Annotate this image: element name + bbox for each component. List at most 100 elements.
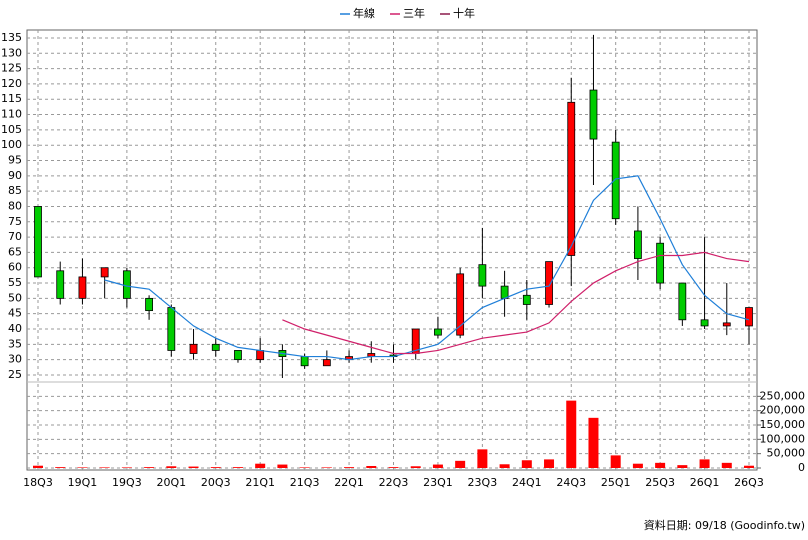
volume-bar (77, 467, 88, 468)
candle-body (567, 101, 576, 256)
legend-label: 十年 (453, 6, 475, 20)
y2-tick-label: 50,000 (767, 447, 806, 460)
candle-body (434, 328, 442, 336)
y-tick-label: 95 (8, 154, 22, 167)
candle-body (678, 282, 687, 321)
y-tick-label: 120 (1, 77, 22, 90)
x-tick-label: 24Q3 (556, 476, 586, 489)
candle-body (122, 270, 131, 299)
x-tick-label: 26Q1 (690, 476, 720, 489)
volume-bar (455, 460, 466, 468)
y-tick-label: 40 (8, 322, 22, 335)
volume-bar (544, 459, 555, 468)
x-tick-label: 21Q3 (290, 476, 320, 489)
y-tick-label: 25 (8, 368, 22, 381)
y-tick-label: 55 (8, 276, 22, 289)
candle-body (545, 261, 553, 305)
volume-bar (366, 465, 377, 468)
volume-bar (566, 400, 577, 468)
volume-bar (55, 467, 66, 468)
volume-bar (588, 417, 599, 468)
volume-bar (166, 466, 177, 468)
candle-body (611, 141, 620, 220)
volume-bar (432, 464, 443, 468)
volume-bar (699, 459, 710, 468)
volume-bar (277, 464, 288, 468)
candle-body (34, 206, 42, 278)
x-tick-label: 19Q3 (112, 476, 142, 489)
y2-tick-label: 250,000 (760, 389, 806, 402)
volume-bar (632, 463, 643, 468)
candle-body (145, 297, 153, 312)
x-tick-label: 26Q3 (734, 476, 764, 489)
candle-body (722, 322, 731, 327)
y-tick-label: 35 (8, 337, 22, 350)
y2-tick-label: 100,000 (760, 432, 806, 445)
candle-body (300, 356, 309, 367)
x-tick-label: 25Q1 (601, 476, 631, 489)
candle-body (522, 294, 531, 305)
y-tick-label: 100 (1, 138, 22, 151)
y-tick-label: 125 (1, 62, 22, 75)
volume-bar (255, 463, 266, 468)
y-tick-label: 70 (8, 230, 22, 243)
y2-tick-label: 0 (798, 461, 805, 474)
volume-bar (521, 460, 532, 468)
candle-body (256, 350, 265, 361)
y-tick-label: 65 (8, 245, 22, 258)
volume-bar (477, 449, 488, 468)
x-tick-label: 21Q1 (245, 476, 275, 489)
legend-label: 年線 (353, 6, 375, 20)
y2-tick-label: 200,000 (760, 404, 806, 417)
x-tick-label: 20Q3 (201, 476, 231, 489)
volume-bar (344, 467, 355, 468)
y-tick-label: 50 (8, 291, 22, 304)
x-tick-label: 23Q3 (468, 476, 498, 489)
y-tick-label: 105 (1, 123, 22, 136)
x-tick-label: 22Q1 (334, 476, 364, 489)
y-tick-label: 85 (8, 184, 22, 197)
candle-body (189, 343, 198, 354)
volume-bar (99, 467, 110, 468)
x-tick-label: 18Q3 (23, 476, 53, 489)
volume-bar (610, 455, 621, 468)
volume-bar (188, 466, 199, 468)
volume-bar (410, 466, 421, 468)
legend-label: 三年 (403, 6, 425, 20)
source-note: 資料日期: 09/18 (Goodinfo.tw) (644, 518, 805, 532)
candle-body (211, 343, 220, 351)
candle-body (234, 350, 242, 361)
y-tick-label: 130 (1, 46, 22, 59)
volume-bar (721, 462, 732, 468)
volume-bar (388, 467, 399, 468)
candle-body (589, 89, 598, 140)
candle-body (78, 276, 87, 299)
volume-bar (321, 467, 332, 468)
x-tick-label: 24Q1 (512, 476, 542, 489)
y-tick-label: 75 (8, 215, 22, 228)
volume-bar (144, 467, 155, 468)
volume-bar (121, 467, 132, 468)
candle-body (322, 359, 331, 367)
volume-bar (499, 464, 510, 468)
y2-tick-label: 150,000 (760, 418, 806, 431)
candle-body (100, 267, 109, 278)
y-tick-label: 90 (8, 169, 22, 182)
volume-bar (33, 465, 43, 468)
volume-bar (744, 465, 754, 468)
y-tick-label: 110 (1, 108, 22, 121)
volume-bar (655, 462, 666, 468)
y-tick-label: 115 (1, 92, 22, 105)
candle-body (167, 307, 176, 351)
candle-body (700, 319, 709, 327)
ma-line (104, 175, 750, 361)
y-tick-label: 135 (1, 31, 22, 44)
candle-body (745, 307, 753, 327)
y-tick-label: 45 (8, 307, 22, 320)
candle-body (456, 273, 465, 336)
y-tick-label: 30 (8, 353, 22, 366)
x-tick-label: 22Q3 (379, 476, 409, 489)
x-tick-label: 19Q1 (68, 476, 98, 489)
y-tick-label: 60 (8, 261, 22, 274)
